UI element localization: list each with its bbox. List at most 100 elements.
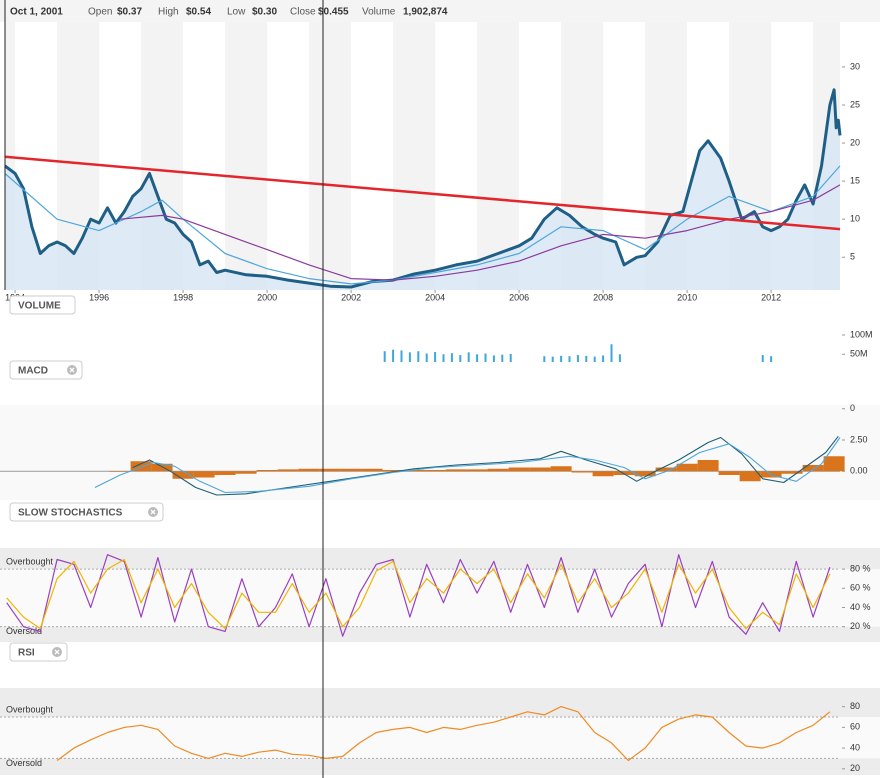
bar xyxy=(487,468,509,472)
bar xyxy=(593,356,596,362)
bar xyxy=(770,356,773,362)
band-label: Oversold xyxy=(6,626,42,636)
bar xyxy=(585,355,588,362)
line xyxy=(4,165,841,285)
band-label: Overbought xyxy=(6,704,54,714)
x-tick-label: 2012 xyxy=(761,292,781,302)
bar xyxy=(340,468,362,472)
y-tick-label: 30 xyxy=(850,61,860,71)
y-tick-label: 60 xyxy=(850,722,860,732)
bar xyxy=(403,470,425,472)
y-tick-label: 20 % xyxy=(850,621,871,631)
y-tick-label: 15 xyxy=(850,176,860,186)
line xyxy=(6,558,831,630)
bar xyxy=(417,351,420,362)
bar xyxy=(277,469,299,472)
x-tick-label: 2000 xyxy=(257,292,277,302)
header-label: Volume xyxy=(362,7,396,18)
bar xyxy=(214,471,236,475)
bar xyxy=(109,471,131,472)
year-band xyxy=(309,22,352,290)
x-tick-label: 2004 xyxy=(425,292,445,302)
year-band xyxy=(477,22,520,290)
bar xyxy=(560,355,563,362)
bar xyxy=(508,467,530,472)
bar xyxy=(610,344,613,362)
header-value: $0.455 xyxy=(318,7,349,18)
bar xyxy=(739,471,761,482)
header-label: High xyxy=(158,7,179,18)
y-tick-label: 80 xyxy=(850,701,860,711)
header-value: $0.37 xyxy=(117,7,142,18)
panel-title: RSI xyxy=(18,648,35,659)
bar xyxy=(484,353,487,362)
x-tick-label: 2002 xyxy=(341,292,361,302)
bar xyxy=(361,468,383,472)
bar xyxy=(383,351,386,362)
bar xyxy=(543,356,546,362)
header-value: $0.54 xyxy=(186,7,211,18)
panels: 5101520253019941996199820002002200420062… xyxy=(0,22,880,775)
close-icon-x xyxy=(54,649,60,655)
bar xyxy=(550,466,572,472)
bar xyxy=(568,356,571,362)
bar xyxy=(602,355,605,362)
header-label: Low xyxy=(227,7,246,18)
plot-bg xyxy=(0,405,880,500)
bar xyxy=(235,471,257,474)
bar xyxy=(492,355,495,362)
panel-button xyxy=(9,642,68,662)
x-tick-label: 2006 xyxy=(509,292,529,302)
bar xyxy=(466,469,488,472)
bar xyxy=(459,355,462,362)
bar xyxy=(551,356,554,362)
year-band xyxy=(393,22,436,290)
y-tick-label: 40 % xyxy=(850,602,871,612)
y-tick-label: 10 xyxy=(850,214,860,224)
bar xyxy=(592,471,614,477)
y-tick-label: 0.00 xyxy=(850,466,868,476)
bar xyxy=(400,350,403,362)
line xyxy=(56,706,831,762)
panel-button xyxy=(9,502,164,522)
bar xyxy=(172,471,194,479)
bar xyxy=(613,471,635,475)
y-tick-label: 100M xyxy=(850,329,873,339)
band-shade xyxy=(0,688,880,717)
panel-button xyxy=(9,360,83,380)
band-label: Overbought xyxy=(6,556,54,566)
bar xyxy=(697,460,719,472)
bar xyxy=(130,461,152,472)
bar xyxy=(781,471,803,474)
header-value: 1,902,874 xyxy=(403,7,448,18)
bar xyxy=(298,468,320,472)
bar xyxy=(424,470,446,472)
band-label: Oversold xyxy=(6,758,42,768)
y-tick-label: 0 xyxy=(850,403,855,413)
bar xyxy=(576,355,579,362)
x-tick-label: 2010 xyxy=(677,292,697,302)
panel-title: SLOW STOCHASTICS xyxy=(18,508,123,519)
panel-title: MACD xyxy=(18,366,48,377)
y-tick-label: 2.50 xyxy=(850,434,868,444)
line xyxy=(4,155,841,231)
bar xyxy=(802,465,824,472)
bar xyxy=(501,354,504,362)
bar xyxy=(571,471,593,473)
bar xyxy=(434,351,437,362)
bar xyxy=(193,471,215,478)
x-tick-label: 1998 xyxy=(173,292,193,302)
bar xyxy=(425,353,428,362)
line xyxy=(94,437,841,494)
bar xyxy=(634,471,656,477)
y-tick-label: 80 % xyxy=(850,563,871,573)
bar xyxy=(476,354,479,362)
y-tick-label: 25 xyxy=(850,99,860,109)
y-tick-label: 40 xyxy=(850,742,860,752)
bar xyxy=(382,470,404,472)
close-icon-x xyxy=(69,367,75,373)
bar xyxy=(618,354,621,362)
header-date: Oct 1, 2001 xyxy=(10,7,63,18)
bar xyxy=(761,355,764,362)
